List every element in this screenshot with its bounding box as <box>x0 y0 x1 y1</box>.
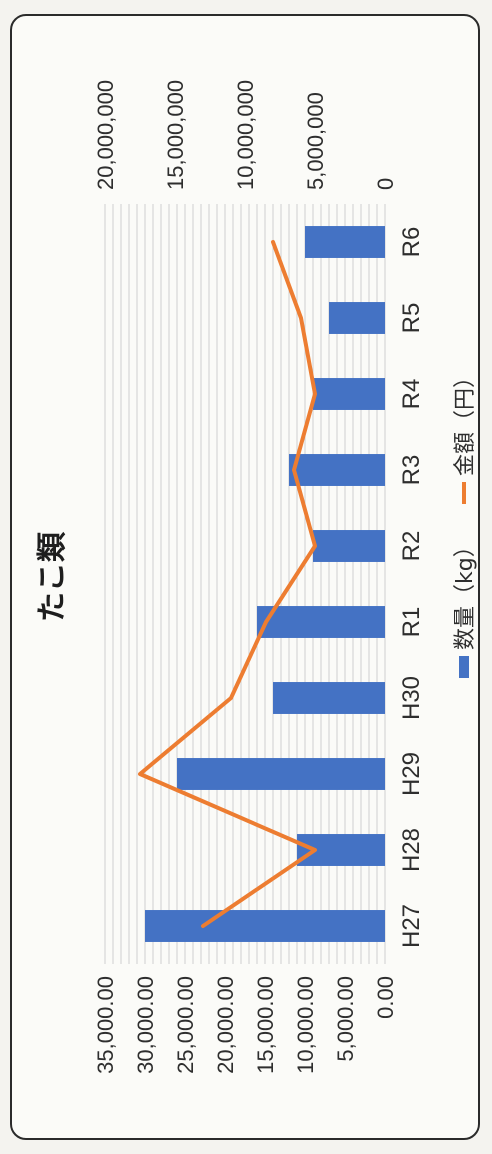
bar-h29 <box>177 758 385 790</box>
primary-tick-label: 0.00 <box>373 976 398 1019</box>
category-label-r1: R1 <box>398 607 425 638</box>
bar-h27 <box>145 910 385 942</box>
bar-h28 <box>297 834 385 866</box>
bar-r4 <box>313 378 385 410</box>
bar-r6 <box>305 226 385 258</box>
legend-label-amount: 金額（円） <box>453 366 478 476</box>
legend-swatch-quantity <box>459 656 469 678</box>
primary-axis-ticks: 0.00 5,000.00 10,000.00 15,000.00 20,000.00 2… <box>93 976 398 1074</box>
line-series-amount <box>138 240 317 928</box>
legend: 数量（kg） 金額（円） <box>453 366 478 678</box>
bar-r3 <box>289 454 385 486</box>
primary-tick-label: 10,000.00 <box>293 976 318 1074</box>
category-label-r6: R6 <box>398 227 425 258</box>
primary-tick-label: 25,000.00 <box>173 976 198 1074</box>
secondary-tick-label: 0 <box>373 178 398 190</box>
bar-h30 <box>273 682 385 714</box>
secondary-axis-ticks: 0 5,000,000 10,000,000 15,000,000 20,000,000 <box>93 80 398 190</box>
primary-tick-label: 5,000.00 <box>333 976 358 1062</box>
category-label-r3: R3 <box>398 455 425 486</box>
primary-tick-label: 30,000.00 <box>133 976 158 1074</box>
category-label-r4: R4 <box>398 379 425 410</box>
category-label-h30: H30 <box>398 676 425 720</box>
secondary-tick-label: 15,000,000 <box>163 80 188 190</box>
secondary-tick-label: 10,000,000 <box>233 80 258 190</box>
legend-swatch-amount <box>462 482 466 504</box>
bar-series-quantity <box>145 226 385 942</box>
category-label-r2: R2 <box>398 531 425 562</box>
primary-tick-label: 35,000.00 <box>93 976 118 1074</box>
category-axis-labels: H27 H28 H29 H30 R1 R2 R3 R4 R5 R6 <box>398 227 425 948</box>
category-label-h28: H28 <box>398 828 425 872</box>
bar-r2 <box>313 530 385 562</box>
category-label-h29: H29 <box>398 752 425 796</box>
category-label-h27: H27 <box>398 904 425 948</box>
legend-label-quantity: 数量（kg） <box>453 535 478 650</box>
chart-title: たこ類 <box>35 531 70 622</box>
bar-r1 <box>257 606 385 638</box>
category-label-r5: R5 <box>398 303 425 334</box>
primary-tick-label: 15,000.00 <box>253 976 278 1074</box>
chart-frame <box>10 14 480 1140</box>
secondary-tick-label: 20,000,000 <box>93 80 118 190</box>
bar-r5 <box>329 302 385 334</box>
secondary-tick-label: 5,000,000 <box>303 92 328 190</box>
primary-tick-label: 20,000.00 <box>213 976 238 1074</box>
